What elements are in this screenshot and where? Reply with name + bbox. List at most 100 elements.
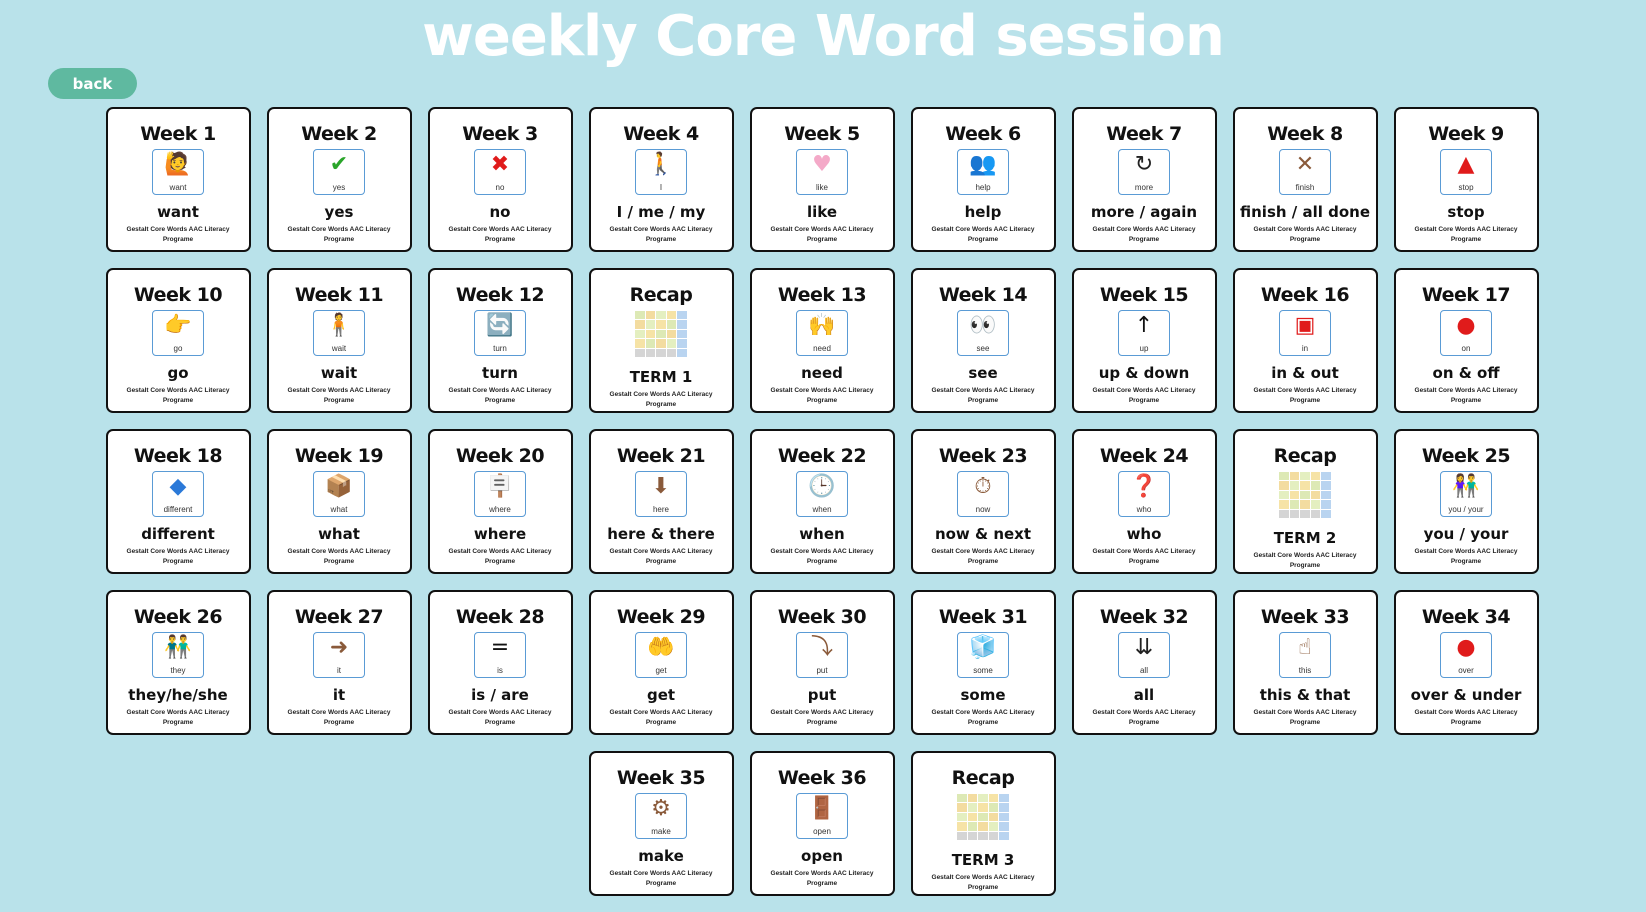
back-button[interactable]: back [48, 68, 137, 99]
in-icon: ▣ [1294, 313, 1316, 338]
symbol-caption: when [812, 505, 832, 514]
week-card[interactable]: Week 18 ◆ different different Gestalt Cor… [105, 429, 251, 574]
programme-subtitle: Gestalt Core Words AAC Literacy Programe [1092, 387, 1196, 404]
week-card[interactable]: Week 26 👬 they they/he/she Gestalt Core W… [105, 590, 251, 735]
person-icon: 🚶 [647, 152, 675, 177]
heart-icon: ♥ [812, 152, 832, 177]
symbol-card: 🤲 get [635, 632, 687, 678]
person-question-icon: ❓ [1130, 474, 1158, 499]
programme-subtitle: Gestalt Core Words AAC Literacy Programe [1253, 552, 1357, 569]
symbol-card: ➜ it [313, 632, 365, 678]
week-card[interactable]: Week 30 ⤵ put put Gestalt Core Words AAC … [749, 590, 895, 735]
week-card[interactable]: Week 33 ☝ this this & that Gestalt Core W… [1232, 590, 1378, 735]
card-heading: Week 14 [938, 284, 1028, 306]
week-card[interactable]: Week 1 🙋 want want Gestalt Core Words AAC… [105, 107, 251, 252]
week-card[interactable]: Week 3 ✖ no no Gestalt Core Words AAC Lit… [427, 107, 573, 252]
card-heading: Week 21 [616, 445, 706, 467]
week-card[interactable]: Week 22 🕒 when when Gestalt Core Words AA… [749, 429, 895, 574]
week-card[interactable]: Week 24 ❓ who who Gestalt Core Words AAC … [1071, 429, 1217, 574]
week-card[interactable]: Week 11 🧍 wait wait Gestalt Core Words AA… [266, 268, 412, 413]
week-card[interactable]: Week 4 🚶 I I / me / my Gestalt Core Words… [588, 107, 734, 252]
core-word-label: TERM 2 [1273, 529, 1337, 547]
core-word-label: when [799, 525, 845, 543]
core-word-label: finish / all done [1240, 203, 1370, 221]
they-icon: 👬 [164, 635, 192, 660]
symbol-card: 🙌 need [796, 310, 848, 356]
week-card[interactable]: Week 27 ➜ it it Gestalt Core Words AAC Li… [266, 590, 412, 735]
week-card[interactable]: Week 8 ✕ finish finish / all done Gestalt… [1232, 107, 1378, 252]
week-card[interactable]: Week 25 👫 you / your you / your Gestalt C… [1393, 429, 1539, 574]
symbol-card: 🧊 some [957, 632, 1009, 678]
symbol-card: ⚙ make [635, 793, 687, 839]
week-card[interactable]: Week 2 ✔ yes yes Gestalt Core Words AAC L… [266, 107, 412, 252]
equals-icon: = [490, 635, 510, 660]
symbol-card: ▲ stop [1440, 149, 1492, 195]
week-card[interactable]: Week 21 ⬇ here here & there Gestalt Core … [588, 429, 734, 574]
core-word-label: put [807, 686, 837, 704]
programme-subtitle: Gestalt Core Words AAC Literacy Programe [1092, 709, 1196, 726]
week-card[interactable]: Week 10 👉 go go Gestalt Core Words AAC Li… [105, 268, 251, 413]
week-card[interactable]: Week 28 = is is / are Gestalt Core Words … [427, 590, 573, 735]
week-card[interactable]: Week 20 🪧 where where Gestalt Core Words … [427, 429, 573, 574]
week-card[interactable]: Week 7 ↻ more more / again Gestalt Core W… [1071, 107, 1217, 252]
core-word-label: who [1126, 525, 1162, 543]
core-word-label: TERM 3 [951, 851, 1015, 869]
programme-subtitle: Gestalt Core Words AAC Literacy Programe [931, 548, 1035, 565]
week-card[interactable]: Week 14 👀 see see Gestalt Core Words AAC … [910, 268, 1056, 413]
symbol-card: ⬇ here [635, 471, 687, 517]
symbol-caption: here [652, 505, 669, 514]
week-card[interactable]: Week 16 ▣ in in & out Gestalt Core Words … [1232, 268, 1378, 413]
week-card[interactable]: Week 15 ↑ up up & down Gestalt Core Words… [1071, 268, 1217, 413]
symbol-caption: put [816, 666, 828, 675]
core-word-label: stop [1447, 203, 1485, 221]
programme-subtitle: Gestalt Core Words AAC Literacy Programe [1414, 226, 1518, 243]
week-card[interactable]: Week 32 ⇊ all all Gestalt Core Words AAC … [1071, 590, 1217, 735]
week-card[interactable]: Week 6 👥 help help Gestalt Core Words AAC… [910, 107, 1056, 252]
recap-card[interactable]: Recap TERM 1 Gestalt Core Words AAC Litera… [588, 268, 734, 413]
recap-card[interactable]: Recap TERM 2 Gestalt Core Words AAC Litera… [1232, 429, 1378, 574]
core-word-label: make [638, 847, 684, 865]
week-card[interactable]: Week 36 🚪 open open Gestalt Core Words AA… [749, 751, 895, 896]
symbol-card: ● over [1440, 632, 1492, 678]
programme-subtitle: Gestalt Core Words AAC Literacy Programe [126, 387, 230, 404]
programme-subtitle: Gestalt Core Words AAC Literacy Programe [1414, 709, 1518, 726]
symbol-caption: on [1461, 344, 1471, 353]
week-card[interactable]: Week 9 ▲ stop stop Gestalt Core Words AAC… [1393, 107, 1539, 252]
week-card[interactable]: Week 35 ⚙ make make Gestalt Core Words AA… [588, 751, 734, 896]
week-card[interactable]: Week 12 🔄 turn turn Gestalt Core Words AA… [427, 268, 573, 413]
week-card[interactable]: Week 34 ● over over & under Gestalt Core … [1393, 590, 1539, 735]
symbol-card: ⤵ put [796, 632, 848, 678]
core-word-label: on & off [1432, 364, 1500, 382]
programme-subtitle: Gestalt Core Words AAC Literacy Programe [1092, 548, 1196, 565]
core-word-label: TERM 1 [629, 368, 693, 386]
week-row: Week 10 👉 go go Gestalt Core Words AAC Li… [104, 268, 1540, 413]
week-card[interactable]: Week 5 ♥ like like Gestalt Core Words AAC… [749, 107, 895, 252]
recap-card[interactable]: Recap TERM 3 Gestalt Core Words AAC Litera… [910, 751, 1056, 896]
symbol-card: 🪧 where [474, 471, 526, 517]
week-row: Week 26 👬 they they/he/she Gestalt Core W… [104, 590, 1540, 735]
programme-subtitle: Gestalt Core Words AAC Literacy Programe [770, 226, 874, 243]
core-word-label: different [141, 525, 215, 543]
symbol-card: ↑ up [1118, 310, 1170, 356]
card-heading: Week 12 [455, 284, 545, 306]
week-card[interactable]: Week 31 🧊 some some Gestalt Core Words AA… [910, 590, 1056, 735]
week-card[interactable]: Week 23 ⏱ now now & next Gestalt Core Wor… [910, 429, 1056, 574]
programme-subtitle: Gestalt Core Words AAC Literacy Programe [448, 387, 552, 404]
symbol-caption: what [330, 505, 348, 514]
core-word-label: over & under [1410, 686, 1522, 704]
week-card[interactable]: Week 17 ● on on & off Gestalt Core Words … [1393, 268, 1539, 413]
symbol-caption: this [1298, 666, 1312, 675]
week-card[interactable]: Week 29 🤲 get get Gestalt Core Words AAC … [588, 590, 734, 735]
symbol-card: ⏱ now [957, 471, 1009, 517]
symbol-card: ◆ different [152, 471, 204, 517]
different-icon: ◆ [169, 474, 187, 499]
symbol-caption: over [1458, 666, 1474, 675]
week-card[interactable]: Week 19 📦 what what Gestalt Core Words AA… [266, 429, 412, 574]
core-board-thumbnail [957, 794, 1009, 840]
card-heading: Week 23 [938, 445, 1028, 467]
core-word-label: this & that [1259, 686, 1351, 704]
core-word-label: in & out [1271, 364, 1339, 382]
card-heading: Week 8 [1267, 123, 1343, 145]
week-card[interactable]: Week 13 🙌 need need Gestalt Core Words AA… [749, 268, 895, 413]
symbol-caption: see [976, 344, 990, 353]
